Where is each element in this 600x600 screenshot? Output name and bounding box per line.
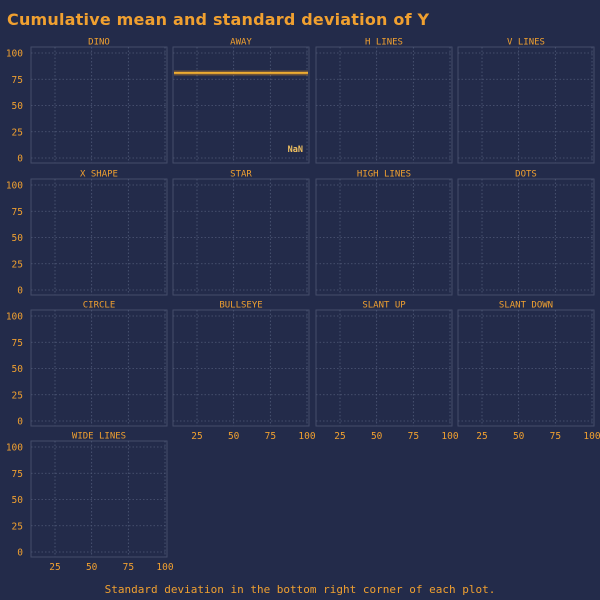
- x-tick-label: 50: [371, 431, 383, 442]
- x-tick-label: 75: [408, 431, 419, 442]
- x-tick-label: 50: [513, 431, 525, 442]
- x-tick-label: 100: [298, 431, 315, 442]
- panel-title: BULLSEYE: [219, 301, 262, 311]
- y-tick-label: 100: [6, 443, 23, 454]
- y-tick-label: 25: [12, 127, 23, 138]
- x-tick-label: 100: [583, 431, 600, 442]
- facet-dino: DINO 100 75 50 25 0: [6, 38, 168, 165]
- y-tick-label: 50: [12, 495, 24, 506]
- panel-frame: [315, 309, 453, 427]
- y-tick-label: 100: [6, 49, 23, 60]
- y-tick-label: 25: [12, 521, 23, 532]
- y-tick-label: 75: [12, 469, 23, 480]
- panel-frame: [172, 309, 310, 427]
- y-tick-label: 75: [12, 207, 23, 218]
- facet-dots: DOTS: [457, 170, 595, 296]
- x-tick-label: 75: [265, 431, 276, 442]
- panel-title: WIDE LINES: [72, 432, 126, 442]
- y-tick-label: 25: [12, 259, 23, 270]
- panel-title: SLANT DOWN: [499, 301, 553, 311]
- chart-caption: Standard deviation in the bottom right c…: [104, 583, 496, 596]
- facet-circle: CIRCLE 100 75 50 25 0: [6, 301, 168, 428]
- panel-title: V LINES: [507, 38, 545, 48]
- panel-frame: [315, 46, 453, 164]
- y-tick-label: 50: [12, 364, 24, 375]
- y-tick-label: 50: [12, 101, 24, 112]
- x-tick-label: 75: [123, 562, 134, 573]
- y-tick-label: 50: [12, 233, 24, 244]
- x-tick-label: 100: [441, 431, 458, 442]
- panel-title: STAR: [230, 170, 252, 180]
- x-tick-label: 25: [476, 431, 487, 442]
- panel-frame: [457, 46, 595, 164]
- panel-title: DINO: [88, 38, 110, 48]
- x-tick-label: 25: [191, 431, 202, 442]
- facet-h-lines: H LINES: [315, 38, 453, 164]
- x-tick-label: 25: [49, 562, 60, 573]
- x-tick-label: 75: [550, 431, 561, 442]
- x-tick-label: 50: [86, 562, 98, 573]
- panel-title: SLANT UP: [362, 301, 406, 311]
- panel-title: X SHAPE: [80, 170, 118, 180]
- panel-frame: [30, 309, 168, 427]
- panel-frame: [172, 178, 310, 296]
- facet-wide-lines: WIDE LINES 100 75 50 25 0 25 50 75 100: [6, 432, 174, 574]
- y-tick-label: 100: [6, 312, 23, 323]
- panel-frame: [172, 46, 310, 164]
- page-title: Cumulative mean and standard deviation o…: [7, 10, 430, 29]
- facet-bullseye: BULLSEYE 25 50 75 100: [172, 301, 316, 442]
- facet-slant-up: SLANT UP 25 50 75 100: [315, 301, 459, 442]
- y-tick-label: 0: [17, 417, 23, 428]
- panel-frame: [457, 178, 595, 296]
- panel-frame: [457, 309, 595, 427]
- panel-title: AWAY: [230, 38, 252, 48]
- facet-away: AWAY NaN: [172, 38, 310, 164]
- panel-frame: [30, 46, 168, 164]
- panel-title: H LINES: [365, 38, 403, 48]
- panel-title: DOTS: [515, 170, 537, 180]
- y-tick-label: 0: [17, 286, 23, 297]
- y-tick-label: 0: [17, 154, 23, 165]
- y-tick-label: 0: [17, 548, 23, 559]
- facet-v-lines: V LINES: [457, 38, 595, 164]
- panel-frame: [30, 440, 168, 558]
- facet-slant-down: SLANT DOWN 25 50 75 100: [457, 301, 600, 442]
- panel-frame: [30, 178, 168, 296]
- panel-title: HIGH LINES: [357, 170, 411, 180]
- y-tick-label: 75: [12, 75, 23, 86]
- y-tick-label: 25: [12, 390, 23, 401]
- sd-label: NaN: [288, 145, 303, 155]
- y-tick-label: 75: [12, 338, 23, 349]
- x-tick-label: 25: [334, 431, 345, 442]
- y-tick-label: 100: [6, 181, 23, 192]
- x-tick-label: 100: [156, 562, 173, 573]
- facet-high-lines: HIGH LINES: [315, 170, 453, 296]
- x-tick-label: 50: [228, 431, 240, 442]
- facet-star: STAR: [172, 170, 310, 296]
- panel-title: CIRCLE: [83, 301, 116, 311]
- panel-frame: [315, 178, 453, 296]
- facet-x-shape: X SHAPE 100 75 50 25 0: [6, 170, 168, 297]
